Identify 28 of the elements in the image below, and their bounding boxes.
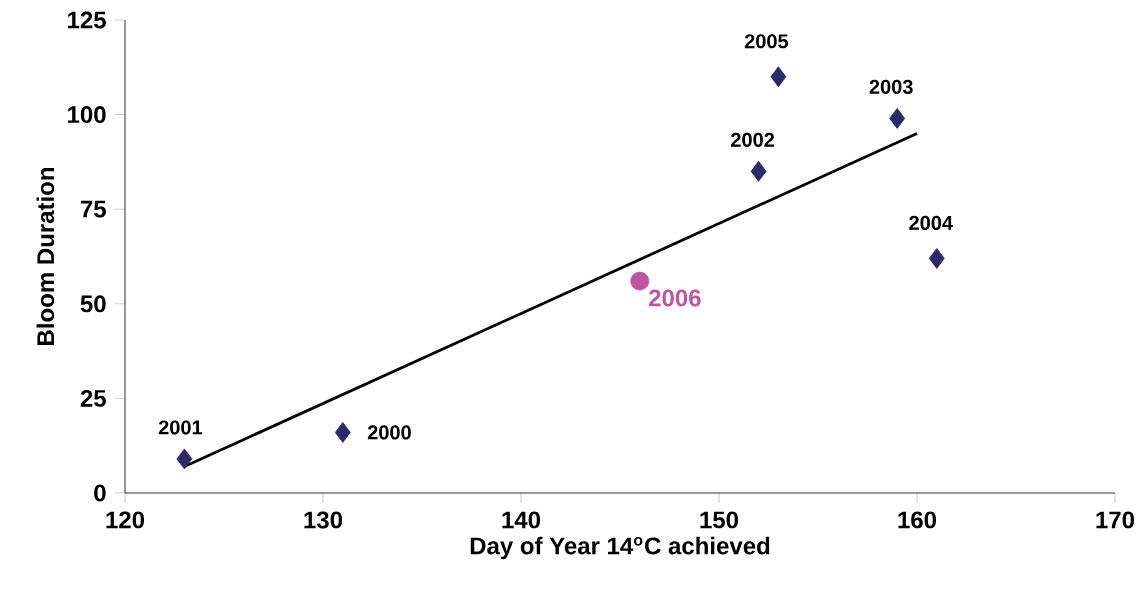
annotation: 2000	[367, 425, 411, 440]
x-tick-label: 170	[1096, 511, 1134, 529]
x-tick-label: 130	[304, 511, 343, 529]
series-label: 2006	[649, 289, 701, 307]
y-tick-label: 100	[68, 106, 106, 124]
y-tick-label: 25	[80, 389, 106, 407]
x-tick-label: 140	[502, 511, 541, 529]
annotation: 2001	[158, 420, 203, 435]
annotation: 2005	[744, 34, 789, 49]
x-tick-label: 150	[700, 511, 739, 529]
y-tick-label: 0	[94, 484, 106, 502]
point	[176, 448, 193, 470]
point	[889, 107, 906, 129]
annotation: 2002	[731, 132, 775, 147]
y-tick-label: 50	[80, 295, 106, 313]
y-tick-label: 125	[68, 11, 106, 29]
point	[928, 247, 945, 269]
point	[334, 422, 351, 443]
annotation: 2003	[869, 79, 913, 94]
y-tick-label: 75	[80, 200, 106, 218]
annotation: 2004	[909, 215, 953, 230]
point	[630, 271, 650, 291]
x-tick-label: 160	[898, 511, 937, 529]
y-axis-title: Bloom Duration	[36, 168, 55, 345]
point	[750, 160, 767, 182]
x-tick-label: 120	[106, 511, 145, 529]
point	[770, 66, 787, 88]
x-axis-title: Day of Year 14$^{o}$C achieved	[470, 536, 770, 560]
